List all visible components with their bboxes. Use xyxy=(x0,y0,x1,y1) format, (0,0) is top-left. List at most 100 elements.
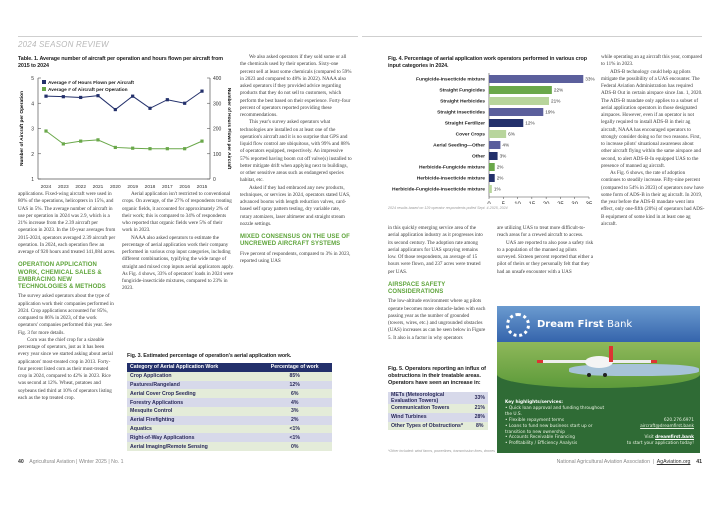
bar xyxy=(489,141,501,149)
bar xyxy=(489,174,495,182)
paragraph: The survey asked operators about the typ… xyxy=(18,293,114,336)
bar-value-label: 6% xyxy=(508,132,515,137)
fig3-title: Fig. 3. Estimated percentage of operatio… xyxy=(127,353,292,359)
page-number: 40 xyxy=(18,459,24,465)
data-point xyxy=(44,129,48,133)
bar xyxy=(489,130,507,138)
column-3: We also asked operators if they sold som… xyxy=(240,54,352,265)
x-tick-label: 25 xyxy=(557,202,564,204)
paragraph: Five percent of respondents, compared to… xyxy=(240,250,351,264)
data-point xyxy=(183,101,187,105)
cell-category: Other Types of Obstructions* xyxy=(388,421,472,431)
bar-category-label: Cover Crops xyxy=(456,132,486,138)
table-row: Other Types of Obstructions* 8% xyxy=(388,421,488,431)
cell-percent: 33% xyxy=(471,392,488,404)
paragraph: The low-altitude environment where ag pi… xyxy=(388,298,486,341)
fig3-table: Category of Aerial Application Work Perc… xyxy=(127,363,332,451)
table-row: METs (Meteorological Evaluation Towers) 3… xyxy=(388,392,488,404)
cell-percent: 6% xyxy=(257,389,332,399)
site-link[interactable]: AgAviation.org xyxy=(656,459,691,465)
bar-value-label: 1% xyxy=(494,187,501,192)
data-point xyxy=(113,107,117,112)
cell-category: Aerial Firefighting xyxy=(127,415,258,425)
cell-percent: 12% xyxy=(257,380,332,390)
cell-category: Communication Towers xyxy=(388,404,472,413)
section-heading: MIXED CONSENSUS ON THE USE OF UNCREWED A… xyxy=(240,234,350,248)
x-tick-label: 2015 xyxy=(197,184,208,190)
data-point xyxy=(165,98,169,102)
highlights-title: Key highlights/services: xyxy=(505,400,563,405)
table-row: Communication Towers 21% xyxy=(388,404,488,413)
bank-name: Dream First Bank xyxy=(537,319,633,330)
x-tick-label: 2023 xyxy=(58,184,69,190)
ad-website-link[interactable]: dreamfirst.bank xyxy=(655,434,694,440)
cell-category: Right-of-Way Applications xyxy=(127,433,258,443)
bank-logo-icon xyxy=(506,313,530,337)
x-tick-label: 20 xyxy=(543,202,550,204)
bar-value-label: 4% xyxy=(502,143,509,148)
table-row: Aquatics <1% xyxy=(127,424,332,434)
cell-percent: 28% xyxy=(471,412,488,422)
data-point xyxy=(165,147,169,151)
cell-category: Forestry Applications xyxy=(127,398,258,407)
dream-first-bank-ad[interactable]: Dream First Bank Key highlights/services… xyxy=(497,306,700,453)
highlight-item: • Quick loan approval and funding throug… xyxy=(505,405,605,417)
y-tick-label: 5 xyxy=(31,76,34,82)
column-a: in this quickly emerging service area of… xyxy=(388,225,486,342)
x-tick-label: 2022 xyxy=(75,184,86,190)
bar-value-label: 19% xyxy=(545,110,554,115)
fig4-note: 2024 results based on 129 operator respo… xyxy=(388,206,508,210)
airplane-icon xyxy=(537,346,657,377)
publication-info: Agricultural Aviation | Winter 2025 | No… xyxy=(29,459,124,465)
fig1-title: Table. 1. Average number of aircraft per… xyxy=(18,56,223,69)
bar-value-label: 3% xyxy=(500,154,507,159)
data-point xyxy=(131,146,135,150)
data-point xyxy=(96,94,100,98)
bar-value-label: 12% xyxy=(525,121,534,126)
bar-value-label: 33% xyxy=(585,77,594,82)
fig4-title: Fig. 4. Percentage of aerial application… xyxy=(388,56,587,69)
ad-sky xyxy=(497,306,700,346)
legend-label: Average # of Aircraft per Operation xyxy=(48,87,128,93)
paragraph: We also asked operators if they sold som… xyxy=(240,54,352,118)
x-tick-label: 2020 xyxy=(110,184,121,190)
bar-value-label: 2% xyxy=(497,165,504,170)
x-tick-label: 15 xyxy=(529,202,536,204)
ad-phone: 620.276.6971 xyxy=(663,418,694,423)
x-tick-label: 2021 xyxy=(93,184,104,190)
y2-tick-label: 300 xyxy=(213,101,222,107)
paragraph: Corn was the chief crop for a sizeable p… xyxy=(18,336,113,401)
series-line xyxy=(45,90,203,111)
bar xyxy=(489,152,498,160)
x-tick-label: 10 xyxy=(514,202,521,204)
bar-category-label: Fungicide-Insecticide mixture xyxy=(416,77,485,83)
bar xyxy=(489,75,584,83)
cell-category: Aerial Imaging/Remote Sensing xyxy=(127,442,258,451)
data-point xyxy=(79,95,83,100)
legend-swatch xyxy=(42,80,46,84)
paragraph: This year's survey asked operators what … xyxy=(240,119,352,184)
bar-category-label: Herbicide-Fungicide-Insecticide mixture xyxy=(392,187,485,193)
table-row: Aerial Cover Crop Seeding 6% xyxy=(127,389,332,399)
series-line xyxy=(45,130,203,150)
bar-category-label: Aerial Seeding—Other xyxy=(433,143,485,149)
cell-category: Aerial Cover Crop Seeding xyxy=(127,389,258,399)
y2-axis-title: Number of Hours Flown per Aircraft xyxy=(226,88,232,170)
table-row: Aerial Firefighting 2% xyxy=(127,415,332,425)
paragraph: As Fig. 6 shows, the rate of adoption co… xyxy=(601,170,705,227)
ad-email[interactable]: aircraft@dreamfirst.bank xyxy=(640,423,694,429)
y-tick-label: 2 xyxy=(31,152,34,158)
header-rule xyxy=(18,36,358,37)
column-header: Category of Aerial Application Work xyxy=(127,363,258,372)
bar xyxy=(489,97,549,105)
footer-left: 40 Agricultural Aviation | Winter 2025 |… xyxy=(18,459,124,465)
cell-category: Mesquite Control xyxy=(127,406,258,416)
paragraph: Aerial application isn't restricted to c… xyxy=(122,191,232,234)
bar-category-label: Herbicide-Insecticide mixture xyxy=(417,176,486,182)
data-point xyxy=(79,139,83,143)
x-tick-label: 2016 xyxy=(179,184,190,190)
x-tick-label: 2019 xyxy=(127,184,138,190)
bar xyxy=(489,119,524,127)
section-heading: OPERATION APPLICATION WORK, CHEMICAL SAL… xyxy=(18,262,106,291)
bar-category-label: Straight Fungicides xyxy=(439,88,485,94)
